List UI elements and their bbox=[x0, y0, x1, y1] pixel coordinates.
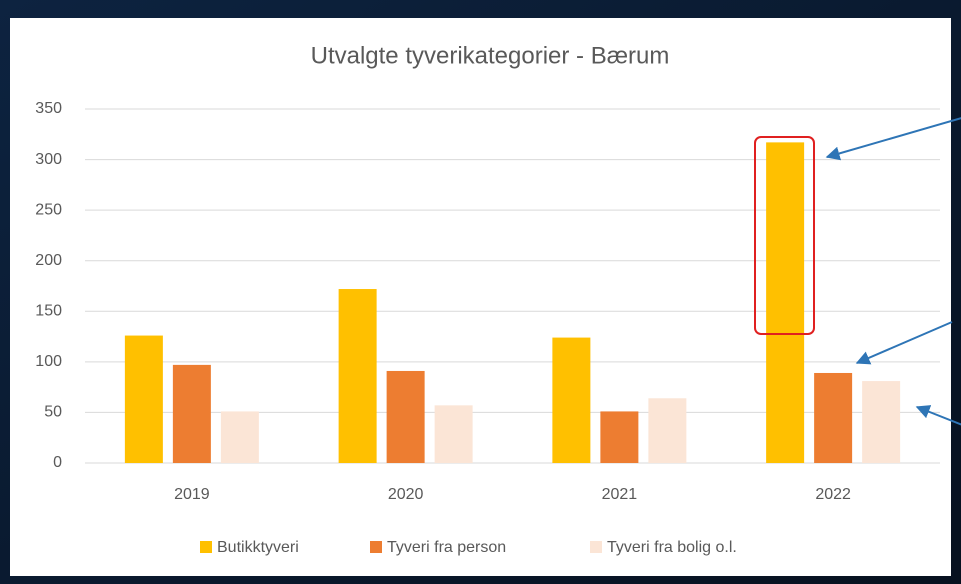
bar bbox=[338, 289, 377, 463]
legend-swatch bbox=[590, 541, 602, 553]
bar bbox=[814, 372, 853, 463]
plot: 0 50 100 150 200 250 300 350 2019 2020 2021 2022 But… bbox=[35, 100, 940, 556]
bar bbox=[600, 411, 639, 463]
y-tick-label: 150 bbox=[35, 303, 62, 320]
y-tick-label: 50 bbox=[44, 404, 62, 421]
bar bbox=[124, 335, 163, 463]
arrow bbox=[855, 321, 953, 365]
bar bbox=[862, 381, 901, 463]
legend-swatch bbox=[370, 541, 382, 553]
legend-label: Butikktyveri bbox=[217, 539, 299, 556]
legend-label: Tyveri fra bolig o.l. bbox=[607, 539, 737, 556]
bar bbox=[386, 370, 425, 463]
y-tick-label: 0 bbox=[53, 454, 62, 471]
highlight-box bbox=[754, 136, 815, 335]
y-tick-label: 350 bbox=[35, 100, 62, 117]
bar bbox=[648, 398, 687, 463]
bar bbox=[220, 411, 259, 463]
y-tick-label: 250 bbox=[35, 201, 62, 218]
arrow bbox=[825, 117, 961, 161]
x-tick-label: 2020 bbox=[388, 486, 424, 503]
legend-swatch bbox=[200, 541, 212, 553]
bar bbox=[172, 364, 211, 463]
y-tick-label: 100 bbox=[35, 353, 62, 370]
chart-area bbox=[10, 18, 951, 576]
y-tick-label: 300 bbox=[35, 151, 62, 168]
x-tick-label: 2019 bbox=[174, 486, 210, 503]
x-tick-label: 2021 bbox=[602, 486, 638, 503]
chart-title: Utvalgte tyverikategorier - Bærum bbox=[311, 42, 670, 69]
arrow bbox=[915, 405, 961, 426]
bar bbox=[552, 337, 591, 463]
legend-label: Tyveri fra person bbox=[387, 539, 506, 556]
bar bbox=[766, 142, 805, 463]
bar bbox=[434, 405, 473, 463]
x-tick-label: 2022 bbox=[815, 486, 851, 503]
y-tick-label: 200 bbox=[35, 252, 62, 269]
